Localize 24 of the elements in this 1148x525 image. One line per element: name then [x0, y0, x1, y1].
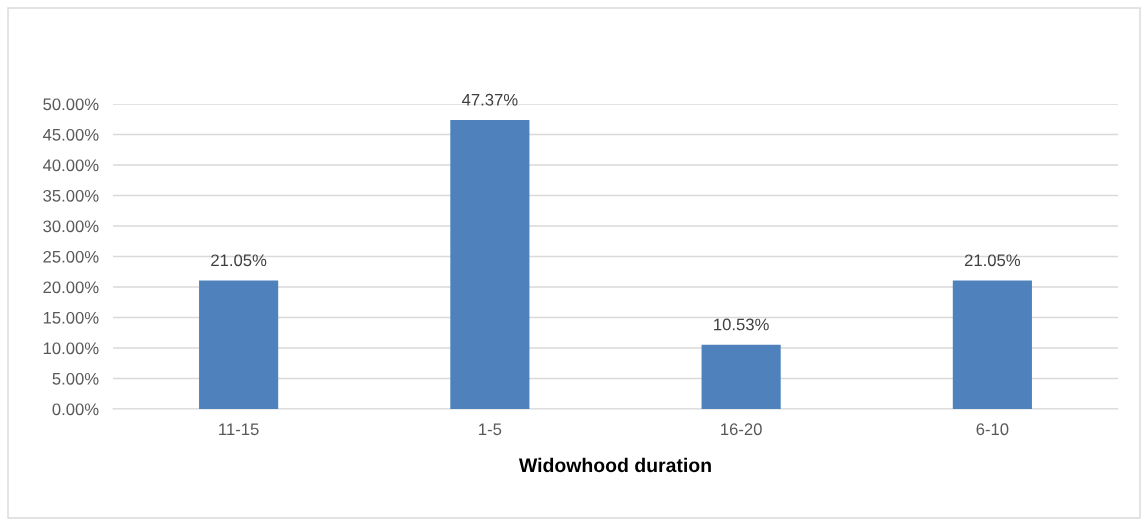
bar — [450, 120, 530, 409]
y-tick-label: 40.00% — [42, 159, 99, 172]
x-tick-label: 16-20 — [721, 423, 762, 436]
y-tick-label: 20.00% — [43, 281, 99, 294]
y-tick-label: 5.00% — [52, 372, 99, 385]
y-tick-label: 0.00% — [52, 403, 99, 416]
bar — [952, 280, 1032, 409]
x-tick-label: 1-5 — [479, 423, 502, 436]
x-tick-label: 6-10 — [976, 423, 1009, 436]
y-tick-label: 25.00% — [43, 250, 99, 263]
bar — [701, 344, 781, 409]
y-tick-label: 30.00% — [43, 220, 99, 233]
y-tick-label: 50.00% — [43, 98, 99, 111]
data-label: 10.53% — [714, 318, 769, 331]
x-axis-title: Widowhood duration — [518, 457, 711, 473]
data-label: 21.05% — [964, 254, 1021, 267]
y-tick-label: 15.00% — [43, 311, 99, 324]
y-tick-label: 45.00% — [42, 128, 99, 141]
data-label: 21.05% — [211, 254, 267, 267]
data-label: 47.37% — [462, 93, 518, 106]
y-tick-label: 35.00% — [43, 189, 99, 202]
y-tick-label: 10.00% — [43, 342, 99, 355]
bar — [199, 280, 279, 409]
x-tick-label: 11-15 — [219, 423, 259, 436]
